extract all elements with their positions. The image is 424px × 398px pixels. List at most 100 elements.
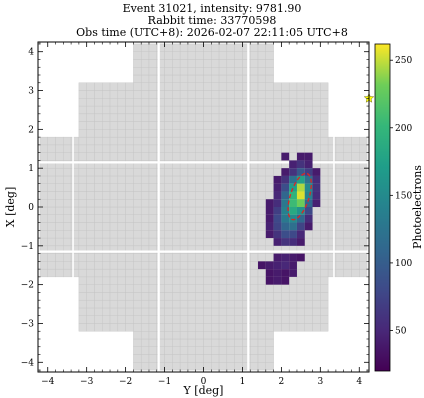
camera-pixel xyxy=(39,191,48,200)
camera-pixel xyxy=(125,276,134,285)
camera-pixel xyxy=(133,199,142,208)
camera-pixel xyxy=(234,261,243,270)
camera-pixel xyxy=(47,261,56,270)
camera-pixel xyxy=(55,136,64,146)
camera-pixel xyxy=(125,214,134,223)
camera-pixel xyxy=(187,331,196,340)
signal-pixel xyxy=(273,183,282,192)
camera-pixel xyxy=(296,105,305,115)
camera-pixel xyxy=(226,59,235,68)
camera-pixel xyxy=(218,136,228,146)
camera-pixel xyxy=(164,191,173,200)
camera-pixel xyxy=(211,331,220,340)
camera-pixel xyxy=(288,144,298,153)
camera-pixel xyxy=(55,144,64,153)
camera-pixel xyxy=(140,237,150,247)
camera-pixel xyxy=(133,175,142,184)
camera-pixel xyxy=(288,299,298,309)
camera-pixel xyxy=(125,175,134,184)
camera-pixel xyxy=(125,323,134,332)
camera-pixel xyxy=(179,331,189,340)
camera-pixel xyxy=(359,199,368,208)
camera-pixel xyxy=(133,214,142,223)
camera-pixel xyxy=(203,98,212,107)
camera-pixel xyxy=(218,284,228,293)
camera-pixel xyxy=(94,98,103,107)
camera-pixel xyxy=(125,206,134,215)
camera-pixel xyxy=(257,144,267,153)
camera-pixel xyxy=(335,253,344,262)
camera-pixel xyxy=(226,74,235,83)
camera-pixel xyxy=(226,292,235,301)
signal-pixel xyxy=(304,214,313,223)
camera-pixel xyxy=(164,136,173,146)
camera-pixel xyxy=(218,129,228,138)
camera-pixel xyxy=(257,90,267,99)
camera-pixel xyxy=(140,175,150,184)
camera-pixel xyxy=(195,299,204,309)
camera-pixel xyxy=(179,175,189,184)
camera-pixel xyxy=(86,105,95,115)
camera-pixel xyxy=(70,214,80,223)
camera-pixel xyxy=(288,152,298,161)
camera-pixel xyxy=(234,315,243,324)
camera-pixel xyxy=(195,183,204,192)
camera-pixel xyxy=(63,175,72,184)
camera-pixel xyxy=(133,299,142,309)
camera-pixel xyxy=(218,261,228,270)
camera-pixel xyxy=(172,354,181,363)
camera-pixel xyxy=(351,237,360,247)
camera-pixel xyxy=(265,51,274,60)
camera-pixel xyxy=(226,121,235,130)
camera-pixel xyxy=(250,167,259,177)
camera-pixel xyxy=(211,113,220,122)
camera-pixel xyxy=(234,276,243,285)
camera-pixel xyxy=(218,299,228,309)
camera-pixel xyxy=(234,362,243,371)
camera-pixel xyxy=(140,331,150,340)
camera-pixel xyxy=(281,105,290,115)
camera-pixel xyxy=(125,183,134,192)
camera-pixel xyxy=(203,292,212,301)
camera-pixel xyxy=(187,74,196,83)
camera-pixel xyxy=(257,268,267,278)
camera-pixel xyxy=(211,323,220,332)
camera-pixel xyxy=(195,59,204,68)
camera-pixel xyxy=(250,59,259,68)
camera-pixel xyxy=(250,67,259,76)
camera-pixel xyxy=(94,284,103,293)
camera-pixel xyxy=(164,51,173,60)
camera-pixel xyxy=(140,346,150,355)
camera-pixel xyxy=(203,90,212,99)
camera-pixel xyxy=(250,331,259,340)
camera-pixel xyxy=(109,121,119,130)
camera-pixel xyxy=(203,59,212,68)
camera-pixel xyxy=(117,136,126,146)
camera-pixel xyxy=(140,67,150,76)
camera-pixel xyxy=(179,362,189,371)
camera-pixel xyxy=(125,90,134,99)
camera-pixel xyxy=(47,253,56,262)
camera-pixel xyxy=(257,237,267,247)
camera-pixel xyxy=(164,354,173,363)
camera-pixel xyxy=(265,136,274,146)
camera-pixel xyxy=(179,206,189,215)
camera-pixel xyxy=(172,199,181,208)
camera-pixel xyxy=(187,299,196,309)
camera-pixel xyxy=(117,292,126,301)
camera-pixel xyxy=(218,315,228,324)
camera-pixel xyxy=(257,183,267,192)
camera-pixel xyxy=(172,74,181,83)
camera-pixel xyxy=(257,206,267,215)
camera-pixel xyxy=(109,90,119,99)
camera-pixel xyxy=(133,43,142,52)
camera-pixel xyxy=(265,183,274,192)
camera-pixel xyxy=(359,206,368,215)
camera-pixel xyxy=(234,323,243,332)
camera-pixel xyxy=(250,175,259,184)
x-tick-label: 0 xyxy=(201,377,207,387)
camera-pixel xyxy=(265,105,274,115)
camera-pixel xyxy=(86,129,95,138)
camera-pixel xyxy=(250,121,259,130)
camera-pixel xyxy=(351,230,360,239)
